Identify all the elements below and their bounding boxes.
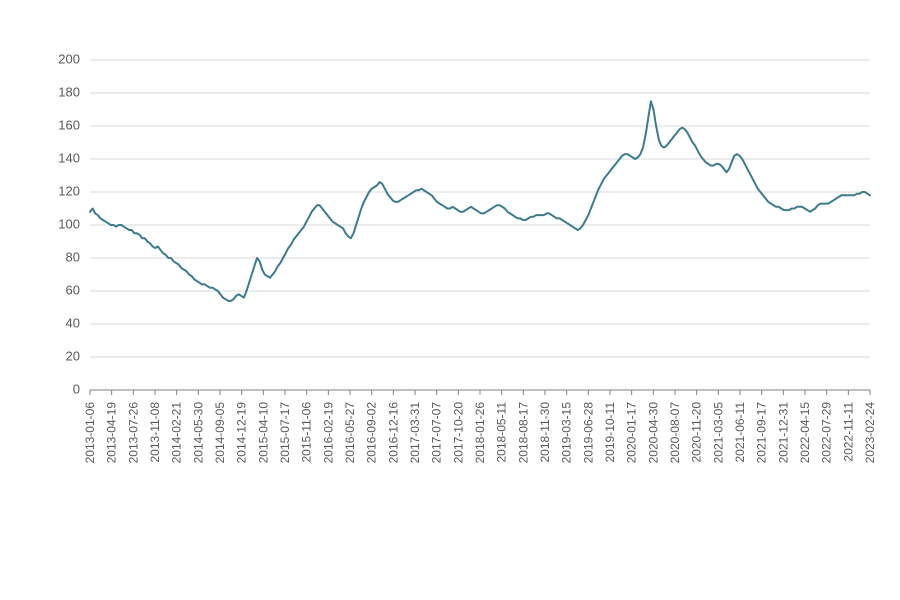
x-tick-label: 2018-01-26 bbox=[473, 402, 487, 464]
x-tick-label: 2013-07-26 bbox=[126, 402, 140, 464]
series-line bbox=[90, 101, 870, 301]
x-tick-label: 2013-04-19 bbox=[105, 402, 119, 464]
x-tick-label: 2016-09-02 bbox=[365, 402, 379, 464]
y-tick-label: 20 bbox=[66, 348, 80, 363]
x-tick-label: 2021-06-11 bbox=[733, 402, 747, 463]
y-tick-label: 180 bbox=[58, 84, 80, 99]
x-tick-label: 2019-06-28 bbox=[581, 402, 595, 464]
x-tick-label: 2020-04-30 bbox=[646, 402, 660, 464]
x-tick-label: 2019-03-15 bbox=[560, 402, 574, 464]
x-tick-label: 2022-11-11 bbox=[841, 402, 855, 462]
y-tick-label: 40 bbox=[66, 315, 80, 330]
y-tick-label: 80 bbox=[66, 249, 80, 264]
x-tick-label: 2013-11-08 bbox=[148, 402, 162, 463]
x-tick-label: 2022-07-29 bbox=[820, 402, 834, 464]
y-tick-label: 100 bbox=[58, 216, 80, 231]
x-tick-label: 2017-10-20 bbox=[451, 402, 465, 464]
y-tick-label: 120 bbox=[58, 183, 80, 198]
y-tick-label: 60 bbox=[66, 282, 80, 297]
x-tick-label: 2020-08-07 bbox=[668, 402, 682, 464]
x-tick-label: 2014-02-21 bbox=[170, 402, 184, 464]
x-tick-label: 2017-03-31 bbox=[408, 402, 422, 464]
x-tick-label: 2021-09-17 bbox=[755, 402, 769, 464]
chart-svg: 0 20 40 60 80 100 120 140 160 180 200 2013-01-06 201… bbox=[0, 0, 900, 600]
line-chart: 0 20 40 60 80 100 120 140 160 180 200 2013-01-06 201… bbox=[0, 0, 900, 600]
x-tick-label: 2022-04-15 bbox=[798, 402, 812, 464]
x-tick-label: 2013-01-06 bbox=[83, 402, 97, 464]
x-tick-label: 2016-02-19 bbox=[321, 402, 335, 464]
x-tick-label: 2015-11-06 bbox=[300, 402, 314, 463]
x-tick-label: 2018-05-11 bbox=[495, 402, 509, 463]
x-tick-label: 2015-07-17 bbox=[278, 402, 292, 464]
x-tick-label: 2016-05-27 bbox=[343, 402, 357, 464]
x-tick-label: 2017-07-07 bbox=[430, 402, 444, 464]
x-tick-label: 2018-08-17 bbox=[516, 402, 530, 464]
x-tick-label: 2023-02-24 bbox=[863, 402, 877, 464]
y-tick-label: 160 bbox=[58, 117, 80, 132]
y-tick-label: 0 bbox=[73, 381, 80, 396]
x-tick-label: 2014-12-19 bbox=[235, 402, 249, 464]
y-tick-label: 200 bbox=[58, 51, 80, 66]
x-tick-label: 2015-04-10 bbox=[256, 402, 270, 464]
x-tick-label: 2014-05-30 bbox=[191, 402, 205, 464]
x-tick-label: 2020-11-20 bbox=[690, 402, 704, 463]
x-tick-label: 2014-09-05 bbox=[213, 402, 227, 464]
x-tick-label: 2021-12-31 bbox=[776, 402, 790, 464]
x-tick-label: 2020-01-17 bbox=[625, 402, 639, 464]
x-tick-label: 2018-11-30 bbox=[538, 402, 552, 463]
x-tick-label: 2019-10-11 bbox=[603, 402, 617, 463]
y-tick-label: 140 bbox=[58, 150, 80, 165]
x-tick-label: 2021-03-05 bbox=[711, 402, 725, 464]
x-tick-label: 2016-12-16 bbox=[386, 402, 400, 464]
